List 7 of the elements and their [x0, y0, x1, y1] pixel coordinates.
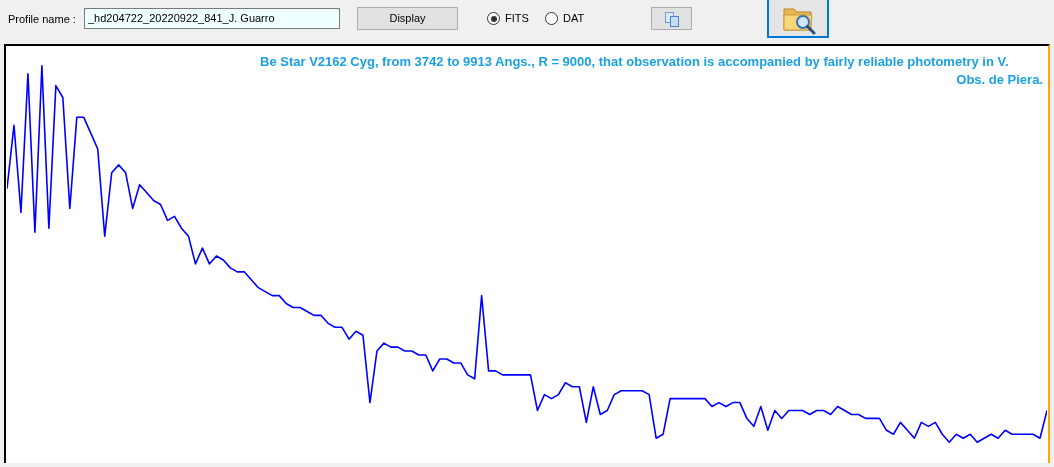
button: Display: [357, 7, 458, 30]
annotation: Obs. de Piera.: [956, 71, 1043, 89]
text: Profile name :: [8, 13, 76, 25]
text-field: _hd204722_20220922_841_J. Guarro: [84, 8, 340, 29]
text: DAT: [563, 12, 585, 24]
text: FITS: [505, 12, 529, 24]
chart-title: Be Star V2162 Cyg, from 3742 to 9913 Angs., R = 9000, that observation is accompanied by fairly reliable photometry in V.: [260, 53, 1010, 71]
